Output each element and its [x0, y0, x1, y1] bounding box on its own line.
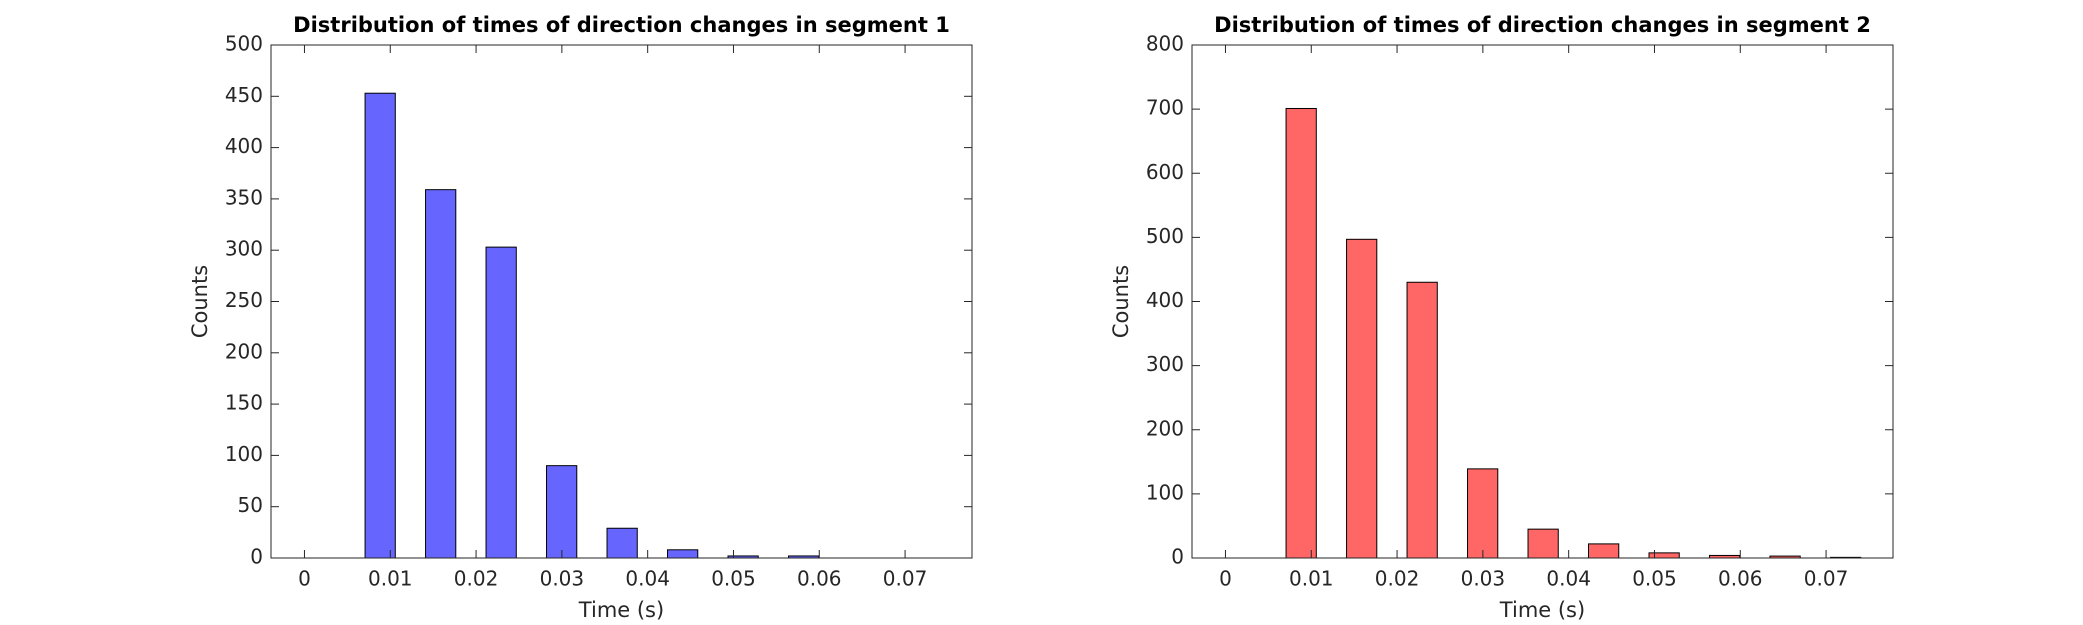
- bar: [364, 92, 396, 559]
- chart-title: Distribution of times of direction chang…: [1214, 13, 1871, 37]
- x-tick-label: 0.07: [1804, 567, 1849, 591]
- bar: [1588, 543, 1620, 559]
- x-tick-label: 0.07: [883, 567, 928, 591]
- x-tick-label: 0.01: [368, 567, 413, 591]
- y-tick-label: 0: [250, 545, 263, 569]
- y-tick-label: 350: [225, 185, 263, 209]
- y-tick-label: 500: [225, 32, 263, 56]
- y-tick-label: 400: [225, 134, 263, 158]
- x-tick-label: 0: [1219, 567, 1232, 591]
- bar: [1467, 468, 1499, 559]
- y-tick-label: 200: [1146, 416, 1184, 440]
- y-tick-label: 600: [1146, 160, 1184, 184]
- y-tick-label: 400: [1146, 288, 1184, 312]
- y-tick-label: 800: [1146, 32, 1184, 56]
- y-tick-label: 0: [1171, 545, 1184, 569]
- x-tick-label: 0.04: [1546, 567, 1591, 591]
- bar: [1527, 528, 1559, 559]
- y-axis-label: Counts: [188, 265, 212, 338]
- x-tick-label: 0.05: [1632, 567, 1677, 591]
- y-tick-label: 100: [225, 442, 263, 466]
- x-tick-label: 0: [298, 567, 311, 591]
- y-tick-label: 450: [225, 83, 263, 107]
- x-tick-label: 0.04: [625, 567, 670, 591]
- bar: [485, 246, 517, 559]
- y-tick-label: 500: [1146, 224, 1184, 248]
- bar: [1285, 107, 1317, 559]
- x-tick-label: 0.03: [1461, 567, 1506, 591]
- bar: [546, 465, 578, 559]
- bar: [425, 189, 457, 559]
- y-tick-label: 50: [238, 493, 263, 517]
- x-tick-label: 0.06: [1718, 567, 1763, 591]
- chart-title: Distribution of times of direction chang…: [293, 13, 950, 37]
- bar: [1406, 281, 1438, 559]
- bar: [606, 527, 638, 559]
- y-axis-label: Counts: [1109, 265, 1133, 338]
- y-tick-label: 300: [225, 237, 263, 261]
- y-tick-label: 300: [1146, 352, 1184, 376]
- y-tick-label: 150: [225, 391, 263, 415]
- bar: [667, 549, 699, 559]
- bar: [1648, 552, 1680, 559]
- x-axis-label: Time (s): [1499, 598, 1585, 622]
- x-tick-label: 0.05: [711, 567, 756, 591]
- x-tick-label: 0.02: [1375, 567, 1420, 591]
- y-tick-label: 250: [225, 288, 263, 312]
- x-tick-label: 0.01: [1289, 567, 1334, 591]
- y-tick-label: 100: [1146, 480, 1184, 504]
- y-tick-label: 200: [225, 339, 263, 363]
- x-axis-label: Time (s): [578, 598, 664, 622]
- x-tick-label: 0.06: [797, 567, 842, 591]
- y-tick-label: 700: [1146, 96, 1184, 120]
- x-tick-label: 0.03: [540, 567, 585, 591]
- x-tick-label: 0.02: [454, 567, 499, 591]
- bar: [1346, 238, 1378, 559]
